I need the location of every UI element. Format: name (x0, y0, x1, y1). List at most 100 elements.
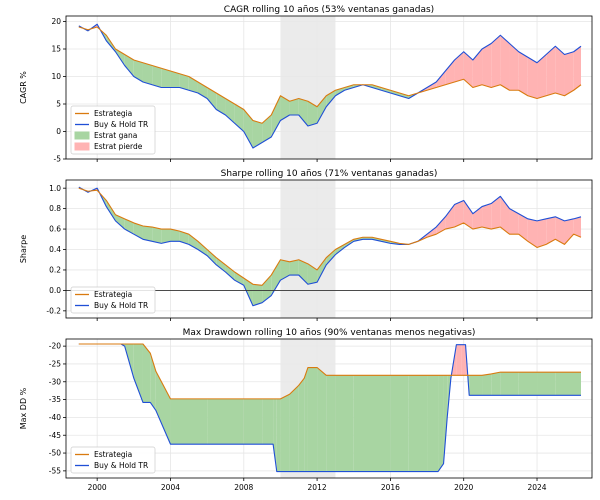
legend: Estrategia Buy & Hold TR Estrat gana Estrat… (70, 105, 156, 155)
y-tick-label: 0.2 (49, 266, 61, 275)
series-line-buy-hold (78, 23, 582, 149)
fill-between-segment (463, 51, 473, 88)
y-axis-label: CAGR % (19, 71, 28, 104)
fill-between-segment (142, 226, 153, 242)
fill-between-segment (546, 216, 556, 245)
fill-between-segment (152, 65, 162, 88)
fill-between-segment (170, 71, 180, 88)
x-tick-label: 2024 (527, 483, 546, 492)
fill-between-segment (527, 218, 538, 248)
fill-between-segment (142, 343, 151, 403)
fill-between-segment (445, 60, 455, 85)
y-tick-label: 0 (56, 127, 61, 136)
fill-between-segment (564, 51, 574, 96)
fill-between-segment (304, 367, 308, 472)
fill-between-segment (491, 372, 501, 396)
fill-between-segment (491, 35, 501, 88)
fill-between-segment (555, 216, 565, 245)
series-line-estrategia (78, 187, 582, 286)
fill-between-segment (179, 231, 189, 245)
fill-between-segment (482, 203, 492, 230)
fill-between-segment (326, 249, 336, 265)
fill-between-segment (537, 372, 556, 396)
fill-between-segment (317, 257, 327, 283)
plot-frame (65, 179, 593, 319)
fill-between-segment (280, 95, 290, 121)
fill-between-segment (518, 51, 528, 96)
y-axis-label: Max DD % (19, 387, 28, 429)
x-tick-label: 2012 (308, 483, 327, 492)
fill-between-segment (216, 257, 226, 272)
fill-between-segment (438, 375, 444, 472)
fill-between-segment (170, 398, 208, 445)
legend-swatch (74, 142, 90, 151)
fill-between-segment (276, 398, 281, 472)
fill-between-segment (142, 62, 153, 85)
fill-between-segment (188, 234, 198, 250)
series-line-estrategia (78, 343, 582, 400)
fill-between-segment (243, 278, 253, 306)
fill-between-segment (225, 264, 235, 281)
legend-label: Buy & Hold TR (94, 301, 148, 310)
fill-between-segment (482, 373, 492, 396)
x-tick-label: 2020 (454, 483, 473, 492)
legend-box (70, 105, 156, 155)
legend-swatch (74, 131, 90, 140)
y-tick-label: -5 (54, 155, 62, 164)
legend-label: Estrategia (94, 450, 132, 459)
fill-between-segment (472, 49, 483, 88)
fill-between-segment (133, 343, 143, 403)
fill-between-segment (381, 87, 391, 93)
fill-between-segment (518, 213, 528, 242)
y-tick-label: -25 (49, 360, 61, 369)
fill-between-segment (161, 229, 171, 244)
fill-between-segment (372, 84, 382, 91)
fill-between-segment (445, 204, 455, 230)
fill-between-segment (207, 87, 217, 110)
fill-between-segment (427, 375, 439, 472)
fill-between-segment (252, 120, 263, 148)
fill-between-segment (335, 87, 345, 96)
fill-between-segment (317, 95, 327, 124)
fill-between-segment (207, 249, 217, 265)
legend-label: Estrat pierde (94, 142, 143, 151)
fill-between-segment (155, 371, 171, 445)
fill-between-segment (106, 200, 116, 221)
fill-between-segment (509, 208, 519, 235)
y-tick-label: 1.0 (49, 184, 61, 193)
highlight-band (280, 180, 336, 318)
legend-label: Buy & Hold TR (94, 120, 148, 129)
series-line-estrategia (78, 26, 582, 124)
fill-between-segment (216, 93, 226, 115)
fill-between-segment (537, 218, 547, 248)
fill-between-segment (555, 46, 565, 96)
fill-between-segment (124, 218, 134, 235)
fill-between-segment (152, 227, 162, 244)
fill-between-segment (298, 259, 308, 285)
fill-between-segment (436, 71, 446, 88)
fill-between-segment (252, 284, 263, 306)
fill-between-segment (170, 229, 180, 242)
y-tick-label: 5 (56, 100, 61, 109)
fill-between-segment (555, 372, 582, 396)
fill-between-segment (234, 272, 244, 286)
fill-between-segment (161, 68, 171, 88)
fill-between-segment (537, 54, 547, 99)
highlight-band (280, 16, 336, 159)
fill-between-segment (469, 375, 483, 396)
fill-between-segment (280, 259, 290, 281)
fill-between-segment (243, 398, 263, 445)
fill-between-segment (390, 90, 400, 96)
fill-between-segment (307, 101, 318, 126)
y-axis-label: Sharpe (19, 235, 28, 263)
y-tick-label: -20 (49, 342, 61, 351)
y-tick-label: 20 (51, 17, 61, 26)
y-tick-label: -50 (49, 449, 61, 458)
fill-between-segment (262, 398, 274, 445)
x-tick-label: 2008 (234, 483, 253, 492)
x-tick-label: 2004 (161, 483, 180, 492)
fill-between-segment (491, 196, 501, 230)
y-tick-label: -30 (49, 377, 61, 386)
fill-between-segment (509, 43, 519, 91)
